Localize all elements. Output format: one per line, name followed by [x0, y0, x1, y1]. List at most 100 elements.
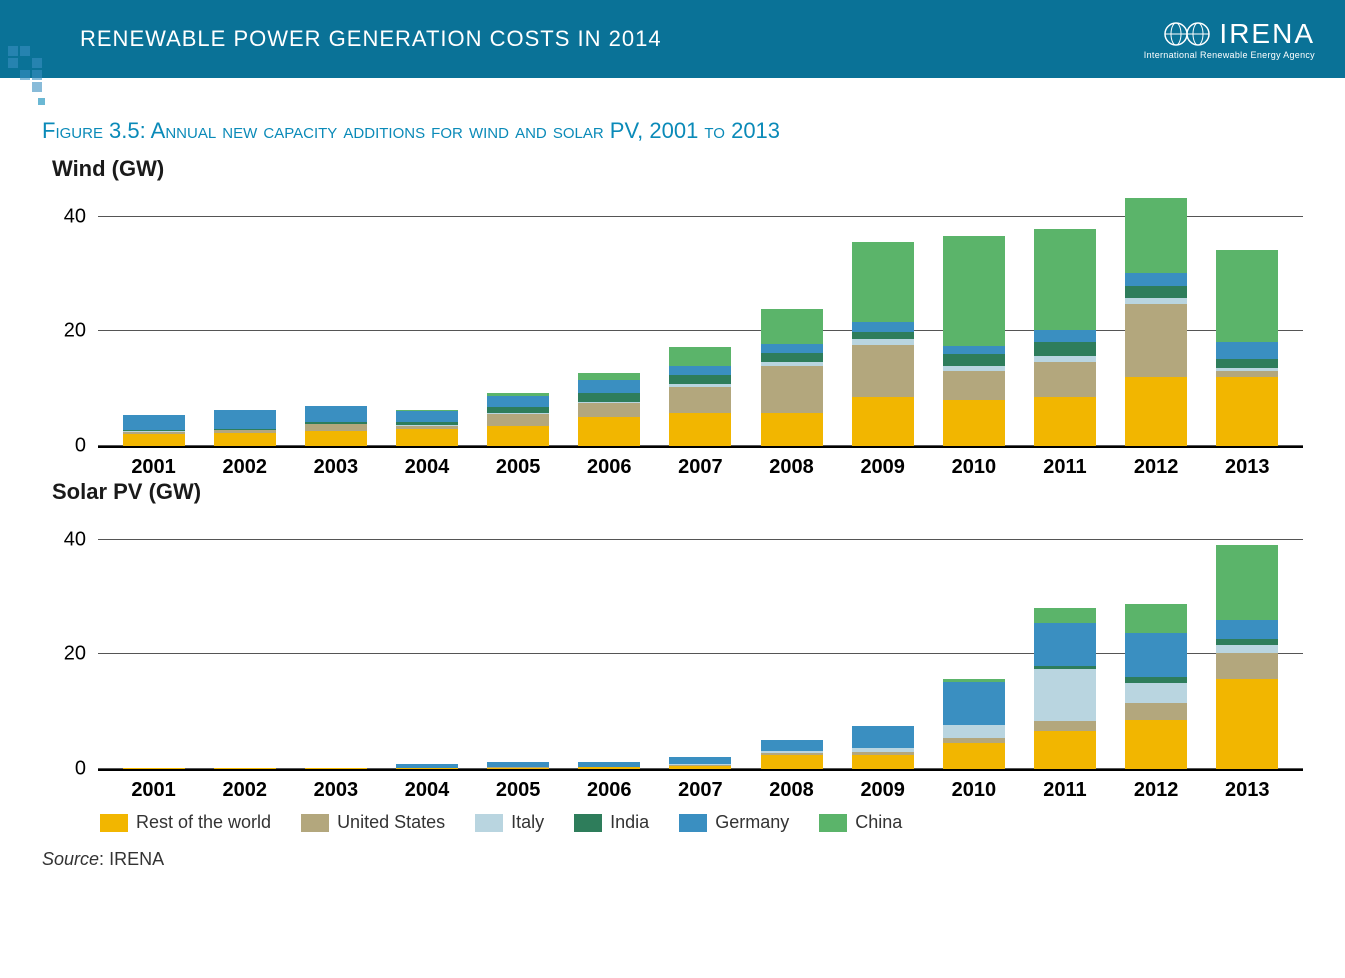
bar-segment-china: [1216, 250, 1278, 342]
legend: Rest of the worldUnited StatesItalyIndia…: [100, 812, 1345, 833]
bar-segment-united_states: [761, 366, 823, 412]
bar-segment-united_states: [1125, 703, 1187, 720]
bar-segment-china: [761, 309, 823, 344]
bar-segment-germany: [214, 410, 276, 428]
bar-segment-germany: [123, 415, 185, 429]
bar-segment-rest_of_world: [396, 429, 458, 446]
xtick-label: 2008: [761, 456, 823, 479]
legend-swatch: [819, 814, 847, 832]
bar-group: [943, 236, 1005, 446]
bar-segment-germany: [852, 322, 914, 332]
bar-segment-italy: [1034, 669, 1096, 721]
bar-segment-rest_of_world: [669, 766, 731, 769]
ytick-label: 20: [64, 320, 86, 343]
logo-subtitle: International Renewable Energy Agency: [1144, 50, 1315, 60]
header-title: RENEWABLE POWER GENERATION COSTS IN 2014: [80, 26, 662, 52]
xtick-label: 2002: [214, 779, 276, 802]
bar-segment-china: [1125, 198, 1187, 273]
bar-group: [1216, 250, 1278, 446]
legend-item: Rest of the world: [100, 812, 271, 833]
ytick-label: 0: [75, 758, 86, 781]
bar-group: [396, 410, 458, 446]
xaxis-row: 2001200220032004200520062007200820092010…: [98, 448, 1303, 479]
xtick-label: 2006: [578, 779, 640, 802]
bar-segment-germany: [1125, 633, 1187, 677]
bar-segment-united_states: [943, 371, 1005, 400]
bar-segment-germany: [761, 740, 823, 752]
xtick-label: 2005: [487, 779, 549, 802]
bar-segment-rest_of_world: [1034, 397, 1096, 446]
bar-segment-united_states: [1034, 721, 1096, 731]
xtick-label: 2007: [669, 456, 731, 479]
bar-segment-germany: [1216, 620, 1278, 639]
xtick-label: 2003: [305, 456, 367, 479]
bar-segment-united_states: [669, 387, 731, 413]
bar-segment-china: [1125, 604, 1187, 633]
figure-title: Figure 3.5: Annual new capacity addition…: [42, 118, 1345, 144]
bar-group: [669, 757, 731, 769]
bar-group: [761, 309, 823, 446]
bar-segment-united_states: [1034, 362, 1096, 397]
bar-segment-china: [1216, 545, 1278, 620]
charts-container: Wind (GW)0204020012002200320042005200620…: [58, 156, 1303, 802]
xtick-label: 2008: [761, 779, 823, 802]
bar-segment-germany: [1034, 330, 1096, 342]
ytick-label: 20: [64, 643, 86, 666]
bar-segment-united_states: [305, 424, 367, 431]
source-value: IRENA: [109, 849, 164, 869]
bar-segment-italy: [1125, 683, 1187, 703]
bar-segment-rest_of_world: [123, 434, 185, 446]
bars-row: [98, 511, 1303, 769]
legend-label: Italy: [511, 812, 544, 833]
xtick-label: 2001: [123, 779, 185, 802]
bar-segment-rest_of_world: [578, 767, 640, 769]
xtick-label: 2006: [578, 456, 640, 479]
bar-segment-rest_of_world: [396, 768, 458, 769]
bar-segment-rest_of_world: [852, 755, 914, 769]
xtick-label: 2011: [1034, 779, 1096, 802]
xtick-label: 2002: [214, 456, 276, 479]
xtick-label: 2012: [1125, 779, 1187, 802]
xtick-label: 2009: [852, 779, 914, 802]
bar-segment-rest_of_world: [305, 768, 367, 769]
bar-segment-rest_of_world: [487, 768, 549, 769]
legend-item: India: [574, 812, 649, 833]
legend-label: Rest of the world: [136, 812, 271, 833]
logo-text: IRENA: [1219, 18, 1315, 50]
bar-group: [487, 393, 549, 446]
bar-segment-italy: [1125, 298, 1187, 305]
xtick-label: 2013: [1216, 779, 1278, 802]
bar-segment-india: [943, 354, 1005, 366]
bar-segment-united_states: [1216, 653, 1278, 679]
irena-logo: IRENA International Renewable Energy Age…: [1144, 18, 1315, 60]
bar-segment-rest_of_world: [1125, 720, 1187, 769]
bar-segment-rest_of_world: [761, 755, 823, 769]
bar-segment-germany: [305, 406, 367, 422]
xtick-label: 2003: [305, 779, 367, 802]
bar-segment-italy: [1216, 645, 1278, 654]
bar-segment-united_states: [852, 345, 914, 397]
bar-segment-china: [578, 373, 640, 381]
bar-segment-united_states: [578, 403, 640, 417]
bar-segment-china: [1034, 608, 1096, 622]
bar-segment-india: [669, 375, 731, 384]
bar-group: [943, 679, 1005, 769]
source-prefix: Source: [42, 849, 99, 869]
xtick-label: 2009: [852, 456, 914, 479]
bar-segment-rest_of_world: [1216, 377, 1278, 446]
bar-segment-italy: [943, 725, 1005, 738]
bar-segment-germany: [396, 411, 458, 423]
bar-segment-rest_of_world: [943, 400, 1005, 446]
bar-group: [396, 764, 458, 769]
bar-group: [214, 410, 276, 446]
legend-item: Italy: [475, 812, 544, 833]
chart: Solar PV (GW)020402001200220032004200520…: [58, 479, 1303, 802]
plot-area: 02040: [98, 511, 1303, 771]
bar-segment-germany: [578, 380, 640, 393]
bar-segment-rest_of_world: [1216, 679, 1278, 769]
legend-swatch: [475, 814, 503, 832]
xtick-label: 2004: [396, 779, 458, 802]
ytick-label: 40: [64, 528, 86, 551]
bar-group: [852, 726, 914, 769]
legend-swatch: [100, 814, 128, 832]
